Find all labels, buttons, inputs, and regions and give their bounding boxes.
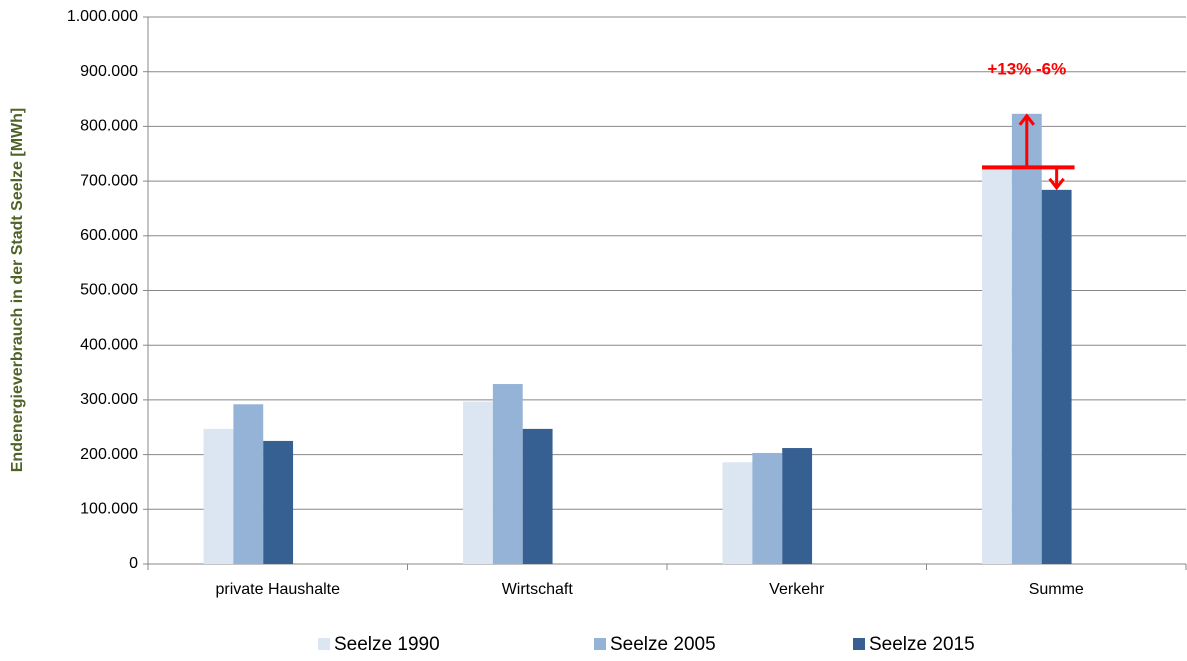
legend-swatch [853, 638, 865, 650]
legend-swatch [318, 638, 330, 650]
legend-label: Seelze 2005 [610, 634, 716, 655]
bar [203, 428, 234, 564]
bar [782, 448, 813, 564]
legend-label: Seelze 1990 [334, 634, 440, 655]
y-tick-label: 800.000 [80, 118, 138, 135]
bar [1011, 113, 1042, 564]
y-tick-label: 1.000.000 [67, 8, 138, 25]
legend-swatch [594, 638, 606, 650]
legend-label: Seelze 2015 [869, 634, 975, 655]
y-tick-label: 500.000 [80, 282, 138, 299]
bar [522, 428, 553, 564]
x-tick-label: Verkehr [769, 581, 825, 598]
arrow-head [1018, 113, 1035, 126]
bar [982, 167, 1012, 565]
bar [492, 384, 523, 564]
y-tick-label: 0 [129, 555, 138, 572]
bar [752, 452, 783, 564]
annotation: +13% -6% [987, 59, 1066, 78]
bar [463, 401, 493, 564]
x-tick-label: private Haushalte [215, 581, 340, 598]
x-tick-label: Summe [1029, 581, 1084, 598]
y-tick-label: 100.000 [80, 501, 138, 518]
arrow-head [1048, 177, 1065, 191]
bar [233, 404, 264, 564]
x-tick-label: Wirtschaft [502, 581, 574, 598]
bar [1041, 189, 1072, 565]
y-axis-label: Endenergieverbrauch in der Stadt Seelze … [9, 108, 26, 473]
bar [722, 462, 753, 564]
y-tick-label: 900.000 [80, 63, 138, 80]
y-tick-label: 200.000 [80, 446, 138, 463]
y-tick-label: 400.000 [80, 336, 138, 353]
y-tick-label: 600.000 [80, 227, 138, 244]
y-tick-label: 700.000 [80, 172, 138, 189]
bar [263, 440, 294, 564]
y-tick-label: 300.000 [80, 391, 138, 408]
